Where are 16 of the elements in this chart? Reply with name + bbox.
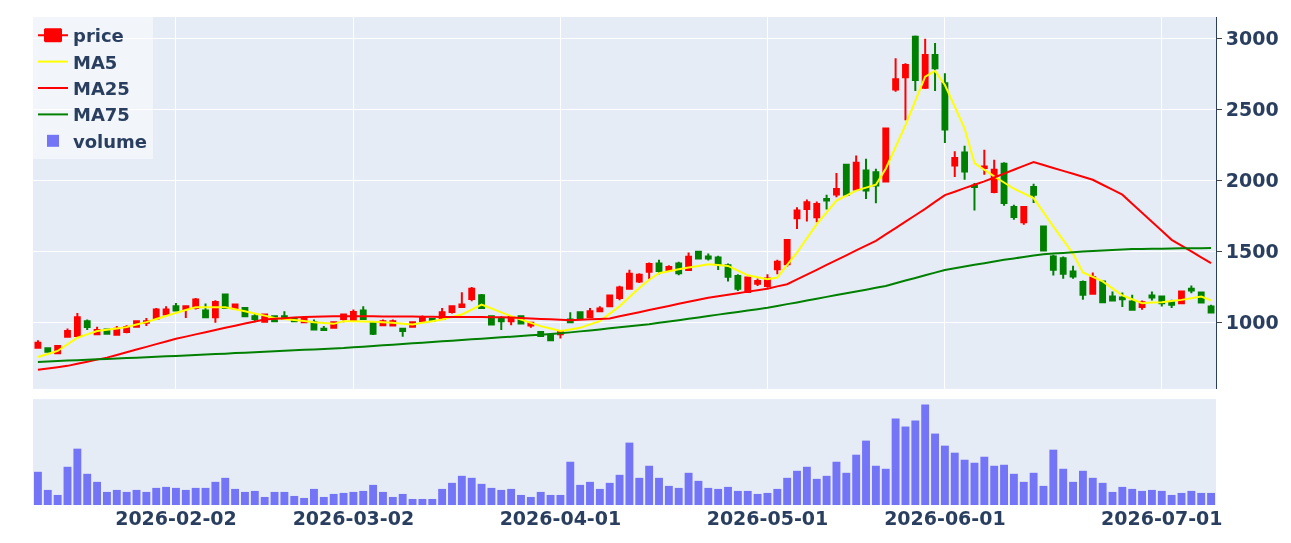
- y-tick-label: 1500: [1225, 239, 1279, 262]
- legend-label: price: [73, 25, 124, 47]
- x-tick-label: 2026-03-02: [292, 507, 415, 529]
- x-tick-label: 2026-07-01: [1101, 507, 1223, 529]
- y-tick-label: 3000: [1225, 26, 1279, 49]
- x-tick-label: 2026-05-01: [706, 507, 829, 529]
- legend-label: MA5: [73, 51, 118, 73]
- x-tick-label: 2026-06-01: [884, 507, 1006, 529]
- y-tick-label: 2500: [1225, 97, 1279, 120]
- x-tick-label: 2026-02-02: [115, 507, 237, 529]
- legend-label: MA25: [73, 78, 130, 100]
- y-tick-label: 2000: [1225, 168, 1279, 191]
- y-tick-label: 1000: [1225, 310, 1279, 333]
- legend-label: volume: [73, 130, 148, 152]
- legend-label: MA75: [73, 104, 130, 126]
- x-tick-label: 2026-04-01: [499, 507, 622, 529]
